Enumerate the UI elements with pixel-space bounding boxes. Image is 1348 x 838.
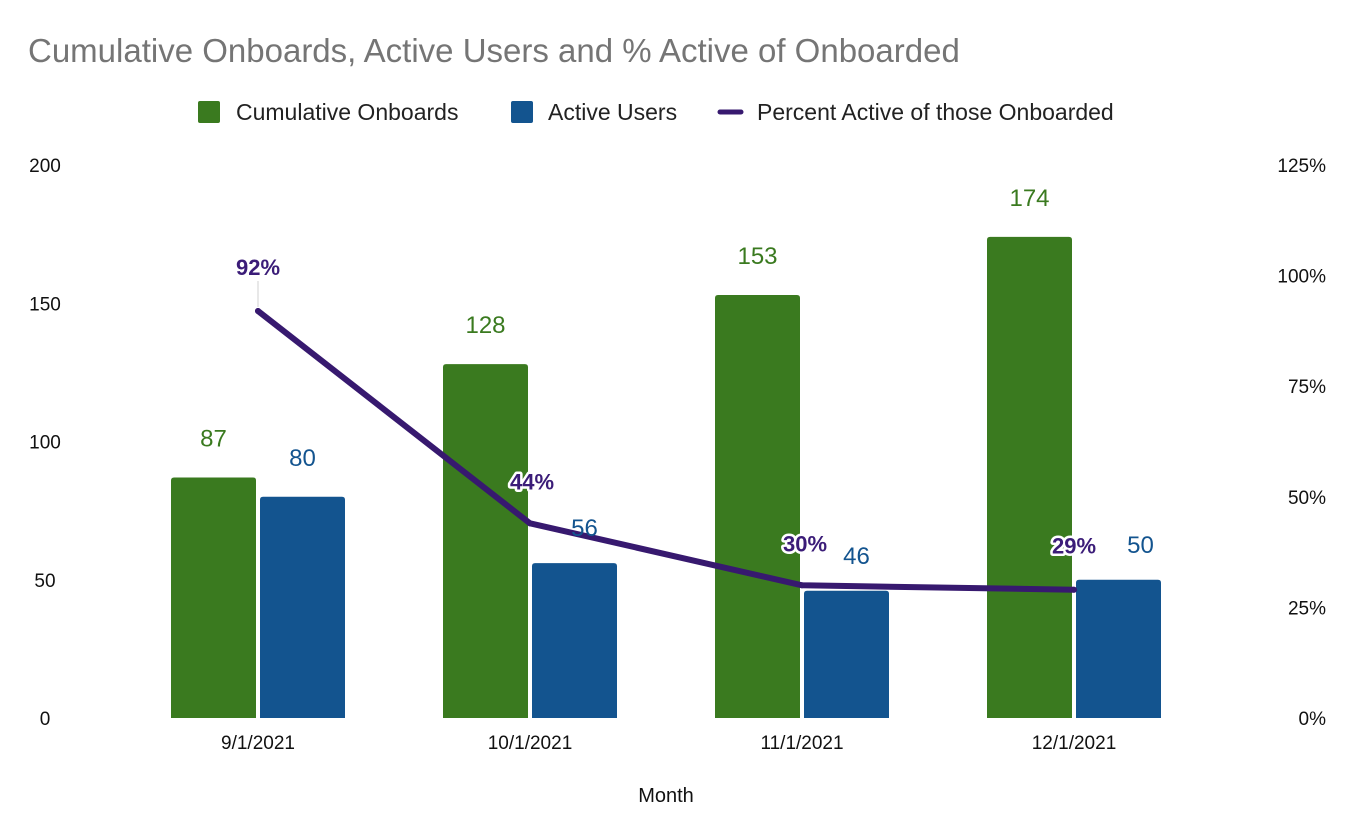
legend-label-active-users: Active Users — [548, 99, 677, 125]
chart-title: Cumulative Onboards, Active Users and % … — [28, 32, 960, 69]
x-tick-label: 12/1/2021 — [1032, 733, 1117, 754]
left-tick-label: 100 — [29, 433, 61, 454]
x-tick-label: 9/1/2021 — [221, 733, 295, 754]
bar-label-cumulative-onboards: 128 — [465, 312, 505, 339]
bar-label-cumulative-onboards: 153 — [737, 243, 777, 270]
right-tick-label: 100% — [1277, 267, 1326, 288]
percent-active-line — [255, 280, 1077, 593]
bar-cumulative-onboards — [443, 364, 528, 718]
percent-active-point — [255, 307, 261, 314]
percent-active-point — [1071, 586, 1077, 593]
right-tick-label: 125% — [1277, 156, 1326, 177]
bar-cumulative-onboards — [715, 294, 800, 718]
data-labels: 87 80 128 56 153 46 174 50 92% 44% 30% 29% — [200, 185, 1154, 570]
left-tick-label: 0 — [40, 709, 51, 730]
bar-active-users — [532, 563, 617, 718]
legend-label-cumulative-onboards: Cumulative Onboards — [236, 99, 458, 125]
percent-active-point — [799, 582, 805, 589]
percent-active-label: 29% — [1052, 534, 1096, 559]
legend-label-percent-active: Percent Active of those Onboarded — [757, 99, 1114, 125]
left-y-axis: 0 50 100 150 200 — [29, 156, 61, 730]
bar-series — [171, 236, 1161, 718]
percent-active-point — [527, 520, 533, 527]
left-tick-label: 150 — [29, 294, 61, 315]
bar-active-users — [804, 590, 889, 718]
percent-active-label: 44% — [510, 469, 554, 494]
bar-label-cumulative-onboards: 174 — [1009, 185, 1049, 212]
bar-label-active-users: 46 — [843, 543, 870, 570]
bar-cumulative-onboards — [171, 477, 256, 718]
legend-swatch-cumulative-onboards — [198, 101, 220, 123]
right-tick-label: 0% — [1299, 709, 1327, 730]
percent-active-label: 92% — [236, 255, 280, 280]
right-tick-label: 50% — [1288, 488, 1326, 509]
right-tick-label: 25% — [1288, 598, 1326, 619]
bar-active-users — [1076, 579, 1161, 718]
x-axis-title: Month — [638, 785, 694, 807]
right-y-axis: 0% 25% 50% 75% 100% 125% — [1277, 156, 1326, 730]
percent-active-polyline — [255, 307, 1077, 593]
bar-cumulative-onboards — [987, 236, 1072, 718]
legend: Cumulative Onboards Active Users Percent… — [198, 99, 1114, 125]
left-tick-label: 200 — [29, 156, 61, 177]
left-tick-label: 50 — [34, 571, 55, 592]
x-axis: 9/1/2021 10/1/2021 11/1/2021 12/1/2021 — [221, 733, 1116, 754]
right-tick-label: 75% — [1288, 377, 1326, 398]
percent-active-label: 30% — [783, 531, 827, 556]
bar-label-active-users: 50 — [1127, 532, 1154, 559]
bar-active-users — [260, 496, 345, 718]
legend-swatch-active-users — [511, 101, 533, 123]
bar-label-active-users: 80 — [289, 445, 316, 472]
bar-label-cumulative-onboards: 87 — [200, 425, 227, 452]
x-tick-label: 10/1/2021 — [488, 733, 573, 754]
x-tick-label: 11/1/2021 — [760, 733, 843, 754]
bar-label-active-users: 56 — [571, 515, 598, 542]
